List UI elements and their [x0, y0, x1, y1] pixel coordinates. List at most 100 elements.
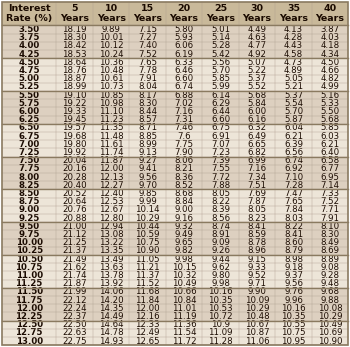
Text: 7.23: 7.23	[211, 148, 230, 157]
Text: 9.09: 9.09	[211, 238, 230, 247]
Text: 10.15: 10.15	[172, 263, 196, 272]
Text: 9.62: 9.62	[211, 263, 230, 272]
Text: 6.58: 6.58	[321, 156, 340, 165]
Text: 4.43: 4.43	[284, 41, 303, 50]
Bar	[2, 25, 348, 34]
Text: 7.91: 7.91	[138, 74, 157, 83]
Text: 19.92: 19.92	[63, 148, 87, 157]
Text: 19.22: 19.22	[62, 99, 87, 108]
Text: 6.21: 6.21	[284, 132, 303, 141]
Text: 7.75: 7.75	[175, 140, 194, 149]
Text: 11.52: 11.52	[135, 279, 160, 288]
Text: 5.99: 5.99	[211, 82, 230, 91]
Text: 8.49: 8.49	[321, 238, 340, 247]
Text: 10.12: 10.12	[99, 41, 124, 50]
Text: 7.52: 7.52	[138, 50, 157, 59]
Text: 9.56: 9.56	[138, 172, 157, 181]
Text: 10.09: 10.09	[245, 296, 269, 305]
Text: 9.68: 9.68	[321, 287, 340, 296]
Text: 18.64: 18.64	[62, 58, 87, 67]
Text: 5.16: 5.16	[321, 91, 340, 100]
Text: 19.10: 19.10	[62, 91, 87, 100]
Text: 11.25: 11.25	[15, 279, 43, 288]
Text: 6.74: 6.74	[175, 82, 194, 91]
Text: 8.75: 8.75	[19, 197, 40, 206]
Text: 8.21: 8.21	[175, 164, 194, 174]
Text: 9.28: 9.28	[321, 271, 340, 280]
Text: 10.49: 10.49	[172, 279, 196, 288]
Bar	[2, 247, 348, 255]
Text: 20.16: 20.16	[62, 164, 87, 174]
Text: 3.50: 3.50	[19, 25, 40, 34]
Text: 12.49: 12.49	[135, 329, 160, 338]
Text: 10.25: 10.25	[15, 246, 43, 255]
Text: 11.21: 11.21	[135, 263, 160, 272]
Text: 5.85: 5.85	[211, 74, 230, 83]
Text: 7.02: 7.02	[175, 99, 194, 108]
Text: 22.37: 22.37	[62, 312, 87, 321]
Text: 7.69: 7.69	[247, 189, 267, 198]
Text: 11.54: 11.54	[172, 329, 196, 338]
Text: 13.08: 13.08	[99, 230, 124, 239]
Text: 5.28: 5.28	[211, 41, 230, 50]
Text: 9.75: 9.75	[19, 230, 40, 239]
Text: 8.50: 8.50	[19, 189, 40, 198]
Text: 6.95: 6.95	[321, 172, 340, 181]
Text: 3.87: 3.87	[321, 25, 340, 34]
Text: 8.00: 8.00	[19, 172, 40, 181]
Text: 18.42: 18.42	[62, 41, 87, 50]
Text: 10.84: 10.84	[172, 296, 196, 305]
Text: 8.56: 8.56	[211, 214, 230, 223]
Text: 7.46: 7.46	[175, 124, 194, 132]
Text: 10.95: 10.95	[281, 337, 306, 346]
Text: 5.85: 5.85	[321, 124, 340, 132]
Text: 7.34: 7.34	[247, 172, 267, 181]
Text: 9.15: 9.15	[247, 255, 267, 264]
Text: 7.50: 7.50	[19, 156, 40, 165]
Text: 5
Years: 5 Years	[60, 4, 89, 23]
Text: 7.71: 7.71	[321, 205, 340, 214]
Text: 3.75: 3.75	[19, 33, 40, 42]
Bar	[2, 239, 348, 247]
Text: 4.13: 4.13	[284, 25, 303, 34]
Text: 9.25: 9.25	[19, 214, 40, 223]
Text: 7.40: 7.40	[138, 41, 157, 50]
Text: 4.28: 4.28	[284, 33, 303, 42]
Text: 6.03: 6.03	[321, 132, 340, 141]
Text: 18.30: 18.30	[62, 33, 87, 42]
Text: 8.41: 8.41	[284, 230, 303, 239]
Text: 8.74: 8.74	[211, 222, 230, 231]
Text: 5.42: 5.42	[211, 50, 230, 59]
Text: 5.22: 5.22	[247, 66, 267, 75]
Text: 7.51: 7.51	[247, 181, 267, 190]
Text: 19.80: 19.80	[62, 140, 87, 149]
Text: 8.91: 8.91	[211, 230, 230, 239]
Text: 8.59: 8.59	[247, 230, 267, 239]
Text: 6.75: 6.75	[19, 132, 40, 141]
Text: 8.60: 8.60	[284, 238, 303, 247]
Text: 5.01: 5.01	[211, 25, 230, 34]
Text: 12.94: 12.94	[99, 222, 124, 231]
Bar	[2, 214, 348, 222]
Text: 7.28: 7.28	[284, 181, 303, 190]
Text: 5.14: 5.14	[211, 33, 230, 42]
Text: 11.06: 11.06	[245, 337, 270, 346]
Text: 40
Years: 40 Years	[315, 4, 344, 23]
Text: 9.00: 9.00	[19, 205, 40, 214]
Text: 10.00: 10.00	[16, 238, 43, 247]
Text: 8.36: 8.36	[175, 172, 194, 181]
Text: 9.37: 9.37	[284, 271, 303, 280]
Bar	[2, 91, 348, 99]
Text: 10.16: 10.16	[281, 304, 306, 313]
Bar	[2, 149, 348, 156]
Text: 5.87: 5.87	[284, 115, 303, 124]
Text: 4.34: 4.34	[321, 50, 340, 59]
Text: 21.37: 21.37	[62, 246, 87, 255]
Text: 12.50: 12.50	[15, 320, 43, 329]
Text: 4.73: 4.73	[284, 58, 303, 67]
Text: 11.05: 11.05	[135, 255, 160, 264]
Text: 12.16: 12.16	[135, 312, 160, 321]
Bar	[2, 66, 348, 75]
Text: 9.33: 9.33	[247, 263, 267, 272]
Bar	[2, 124, 348, 132]
